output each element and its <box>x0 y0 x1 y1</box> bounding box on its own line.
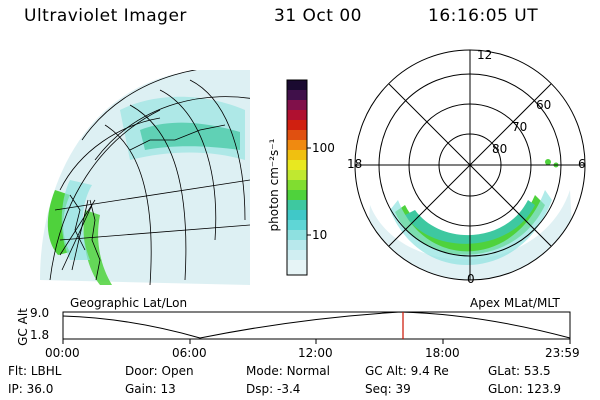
polar-caption: Apex MLat/MLT <box>470 296 560 310</box>
timeline-xtick: 23:59 <box>545 346 580 360</box>
param-gain: Gain: 13 <box>125 382 176 396</box>
param-glat: GLat: 53.5 <box>488 364 551 378</box>
lat-label-60: 60 <box>536 98 552 112</box>
polar-plot <box>354 49 586 281</box>
mlt-label-0: 0 <box>467 272 475 286</box>
lat-label-80: 80 <box>492 142 508 156</box>
timeline-ylabel: GC Alt <box>16 308 30 346</box>
timeline-xtick: 12:00 <box>298 346 333 360</box>
param-glon: GLon: 123.9 <box>488 382 561 396</box>
time-label: 16:16:05 UT <box>428 6 539 26</box>
mlt-label-12: 12 <box>477 48 493 62</box>
colorbar-tick-100: 100 <box>312 141 335 155</box>
colorbar <box>286 79 311 276</box>
timeline-xtick: 06:00 <box>172 346 207 360</box>
param-gc-alt: GC Alt: 9.4 Re <box>365 364 449 378</box>
colorbar-tick-10: 10 <box>312 228 328 242</box>
geo-caption: Geographic Lat/Lon <box>70 296 188 310</box>
timeline-ytick-low: 1.8 <box>30 328 50 342</box>
param-dsp: Dsp: -3.4 <box>246 382 301 396</box>
param-ip: IP: 36.0 <box>8 382 54 396</box>
lat-label-70: 70 <box>512 120 528 134</box>
date-label: 31 Oct 00 <box>274 6 362 26</box>
param-mode: Mode: Normal <box>246 364 330 378</box>
mlt-label-18: 18 <box>347 157 363 171</box>
timeline-ytick-high: 9.0 <box>30 306 50 320</box>
timeline-plot <box>62 311 571 344</box>
param-flt: Flt: LBHL <box>8 364 62 378</box>
mlt-label-6: 6 <box>578 157 586 171</box>
param-door: Door: Open <box>125 364 194 378</box>
instrument-title: Ultraviolet Imager <box>24 6 187 26</box>
param-seq: Seq: 39 <box>365 382 411 396</box>
timeline-xtick: 00:00 <box>45 346 80 360</box>
colorbar-unit-label: photon cm⁻²s⁻¹ <box>267 138 281 232</box>
timeline-xtick: 18:00 <box>425 346 460 360</box>
